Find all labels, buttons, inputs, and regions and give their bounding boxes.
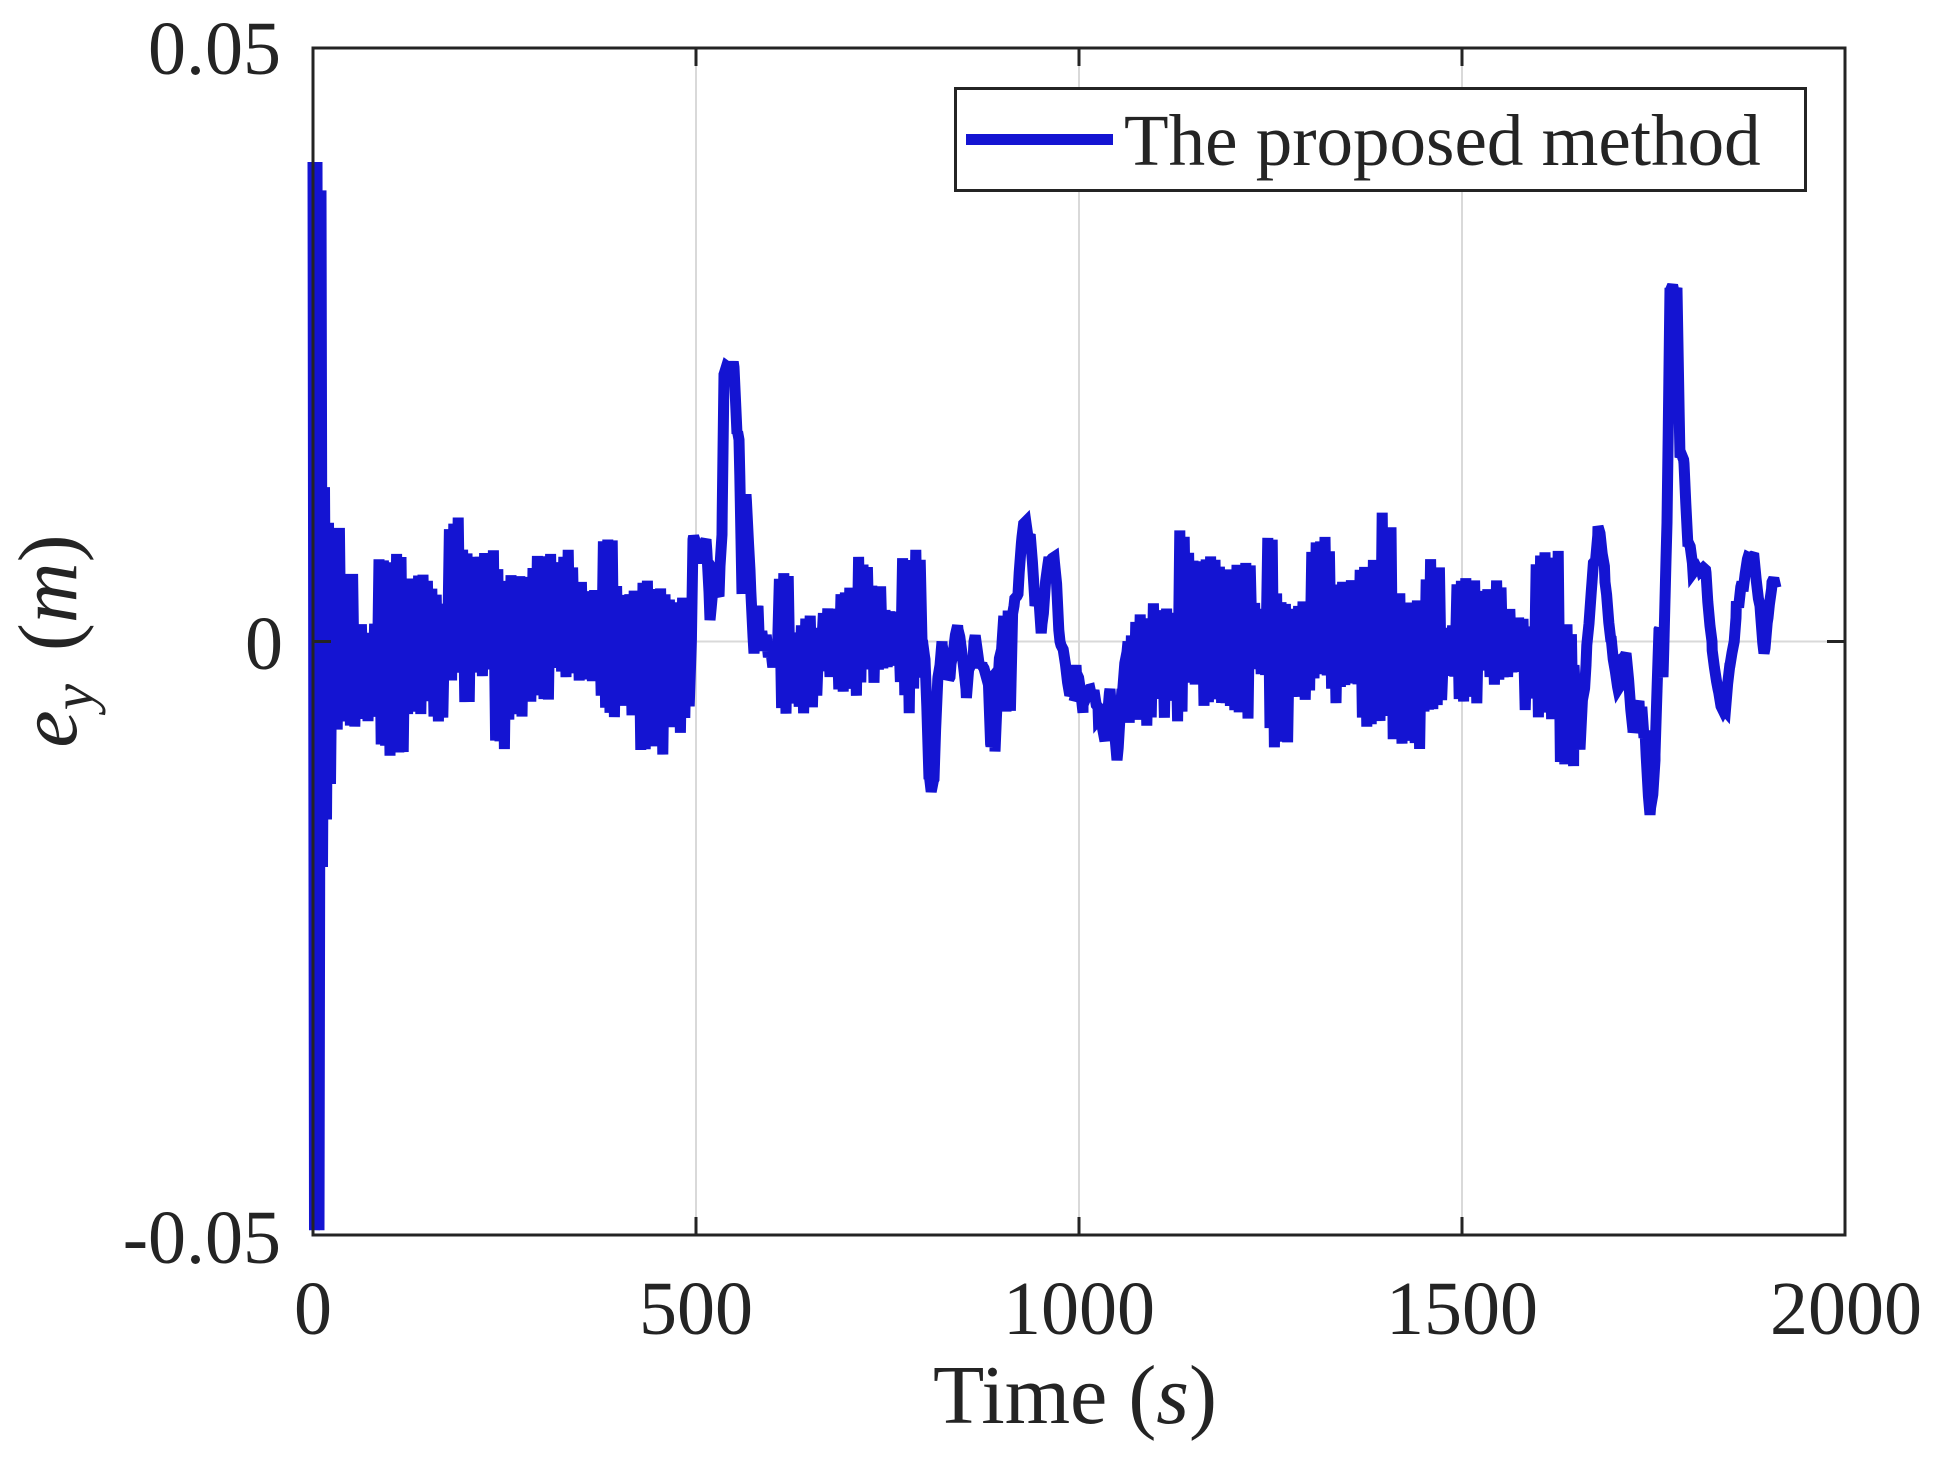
svg-text:The proposed method: The proposed method: [1124, 100, 1761, 181]
svg-text:1000: 1000: [1003, 1267, 1155, 1351]
svg-text:Time (s): Time (s): [933, 1349, 1217, 1442]
svg-text:ey (m): ey (m): [2, 534, 106, 747]
svg-text:0: 0: [245, 602, 283, 686]
svg-text:500: 500: [639, 1267, 753, 1351]
svg-text:0: 0: [294, 1267, 332, 1351]
svg-text:-0.05: -0.05: [123, 1196, 281, 1280]
svg-text:2000: 2000: [1770, 1267, 1922, 1351]
svg-text:0.05: 0.05: [148, 7, 281, 91]
svg-text:1500: 1500: [1386, 1267, 1538, 1351]
